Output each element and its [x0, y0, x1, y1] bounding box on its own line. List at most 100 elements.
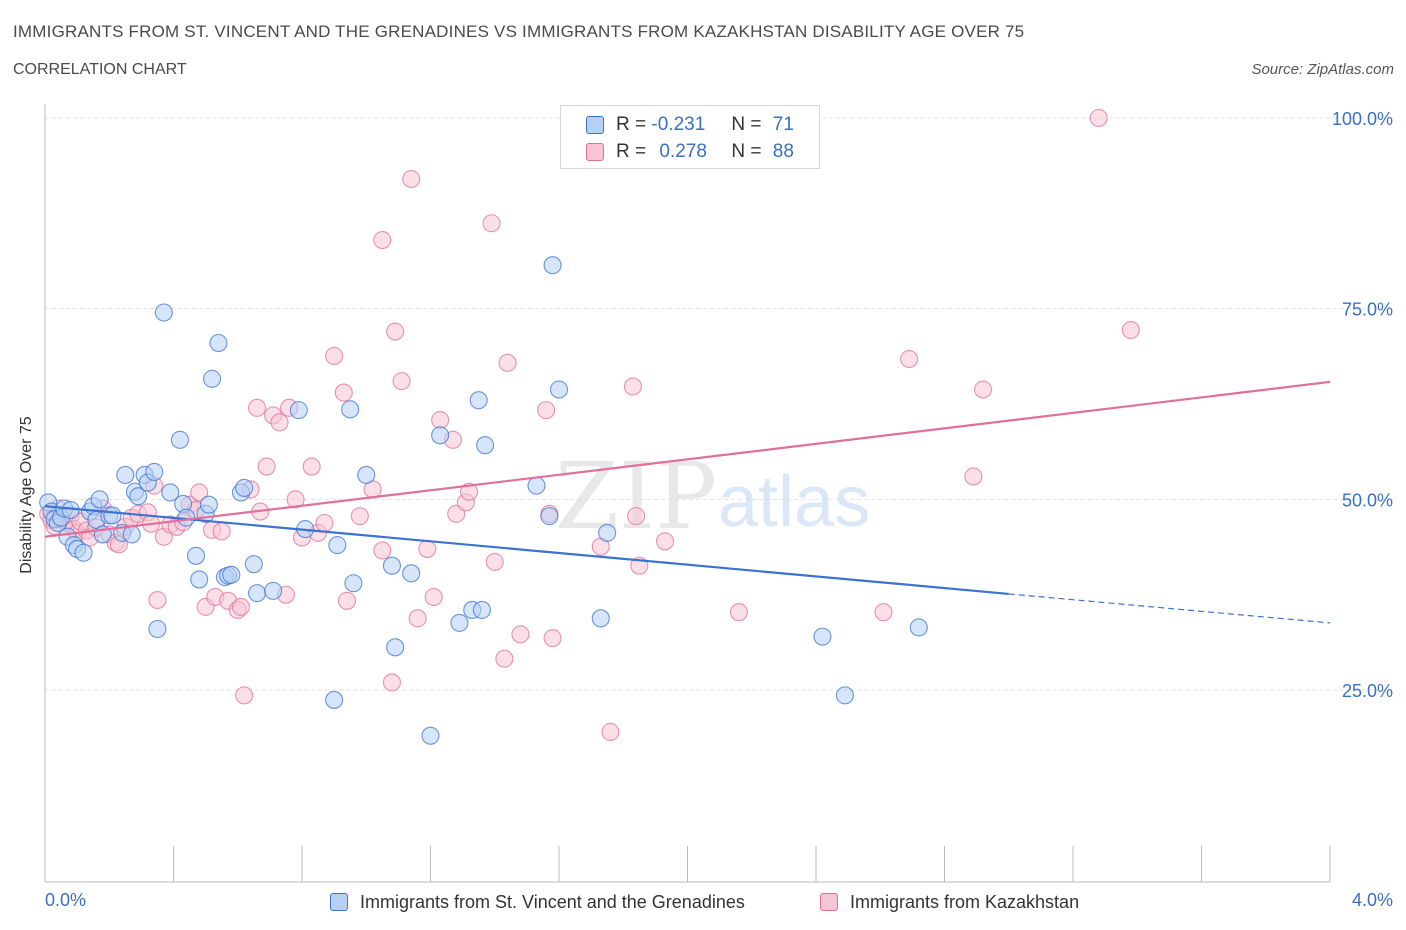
point-pink: [900, 349, 919, 369]
stats-blue-r-value: -0.231: [651, 114, 706, 135]
point-blue: [835, 686, 854, 705]
point-blue: [235, 478, 254, 497]
point-pink: [373, 541, 392, 560]
legend-item-blue: Immigrants from St. Vincent and the Gren…: [330, 888, 745, 916]
stats-pink-r-label: R =: [616, 141, 647, 162]
point-pink: [623, 377, 642, 396]
point-pink: [257, 457, 276, 476]
point-blue: [909, 618, 928, 637]
point-pink: [286, 490, 305, 509]
point-pink: [1121, 320, 1140, 340]
point-blue: [145, 462, 164, 481]
point-pink: [729, 603, 748, 622]
point-pink: [270, 413, 289, 432]
point-blue: [190, 570, 209, 589]
point-pink: [231, 597, 251, 616]
point-blue: [289, 401, 308, 420]
trend-layer: [44, 380, 1331, 624]
point-pink: [511, 625, 530, 644]
point-pink: [350, 507, 369, 526]
point-pink: [337, 591, 357, 610]
point-pink: [601, 722, 620, 742]
point-blue: [469, 391, 488, 410]
point-pink: [431, 410, 450, 430]
point-blue: [244, 555, 263, 574]
point-blue: [549, 380, 569, 399]
x-axis-max-label: 4.0%: [1351, 890, 1393, 910]
point-blue: [591, 609, 610, 628]
point-pink: [495, 649, 514, 668]
y-tick-label: 50.0%: [1342, 490, 1393, 510]
point-pink: [627, 507, 646, 526]
point-pink: [235, 686, 254, 705]
trendline-extension-blue: [1008, 593, 1331, 624]
point-pink: [382, 673, 402, 692]
point-pink: [1089, 108, 1108, 128]
legend-swatch-blue: [330, 893, 348, 911]
point-pink: [334, 383, 353, 402]
point-blue: [328, 536, 347, 555]
legend-item-pink: Immigrants from Kazakhstan: [820, 888, 1079, 916]
point-pink: [543, 629, 562, 648]
stats-pink-r-value: 0.278: [659, 141, 707, 162]
point-pink: [874, 603, 893, 622]
point-blue: [122, 525, 141, 544]
chart-title: IMMIGRANTS FROM ST. VINCENT AND THE GREN…: [13, 22, 1025, 41]
point-blue: [74, 543, 93, 562]
point-pink: [964, 467, 983, 486]
point-pink: [302, 457, 321, 476]
point-blue: [199, 495, 218, 514]
point-blue: [209, 333, 228, 353]
axis-layer: [44, 104, 1331, 883]
point-pink: [190, 483, 209, 502]
source-credit: Source: ZipAtlas.com: [1251, 61, 1394, 78]
point-blue: [148, 619, 167, 639]
point-blue: [543, 256, 562, 275]
point-blue: [154, 303, 173, 322]
point-pink: [482, 214, 501, 233]
trendline-blue: [44, 505, 1009, 596]
point-pink: [498, 353, 517, 372]
point-blue: [90, 490, 109, 509]
stats-blue-n-value: 71: [772, 114, 794, 135]
point-pink: [386, 322, 405, 341]
stats-blue-r-label: R =: [616, 114, 647, 135]
legend-swatch-pink: [820, 893, 838, 911]
point-pink: [459, 482, 479, 501]
point-blue: [116, 465, 135, 484]
point-blue: [476, 436, 495, 455]
point-blue: [357, 465, 376, 484]
point-blue: [247, 584, 267, 603]
watermark-zip: ZIP: [555, 443, 717, 550]
point-blue: [472, 600, 491, 619]
point-blue: [203, 369, 222, 388]
legend-label-blue: Immigrants from St. Vincent and the Gren…: [360, 891, 745, 912]
stats-swatch-pink: [586, 143, 604, 161]
point-pink: [973, 380, 993, 399]
trendline-pink: [44, 380, 1331, 538]
point-blue: [813, 627, 832, 646]
point-blue: [264, 581, 283, 600]
stats-box: R = -0.231 N = 71 R = 0.278 N = 88: [560, 105, 820, 169]
point-blue: [325, 690, 344, 709]
y-tick-label: 75.0%: [1342, 300, 1393, 320]
point-blue: [527, 476, 546, 495]
stats-pink-n-label: N =: [731, 141, 762, 162]
point-blue: [598, 523, 617, 542]
y-tick-label: 25.0%: [1342, 681, 1393, 701]
point-blue: [222, 565, 241, 584]
stats-row-blue: R = -0.231 N = 71: [586, 112, 794, 138]
stats-row-pink: R = 0.278 N = 88: [586, 139, 794, 165]
point-blue: [161, 483, 180, 502]
stats-swatch-blue: [586, 116, 604, 134]
x-axis-min-label: 0.0%: [45, 890, 87, 910]
tick-label-layer: 25.0% 50.0% 75.0% 100.0%: [1332, 109, 1393, 701]
watermark-layer: ZIP atlas: [555, 443, 870, 550]
point-pink: [408, 609, 427, 628]
point-blue: [431, 426, 450, 445]
point-pink: [392, 372, 411, 391]
point-blue: [103, 506, 122, 525]
point-pink: [373, 230, 392, 250]
point-pink: [655, 532, 675, 551]
